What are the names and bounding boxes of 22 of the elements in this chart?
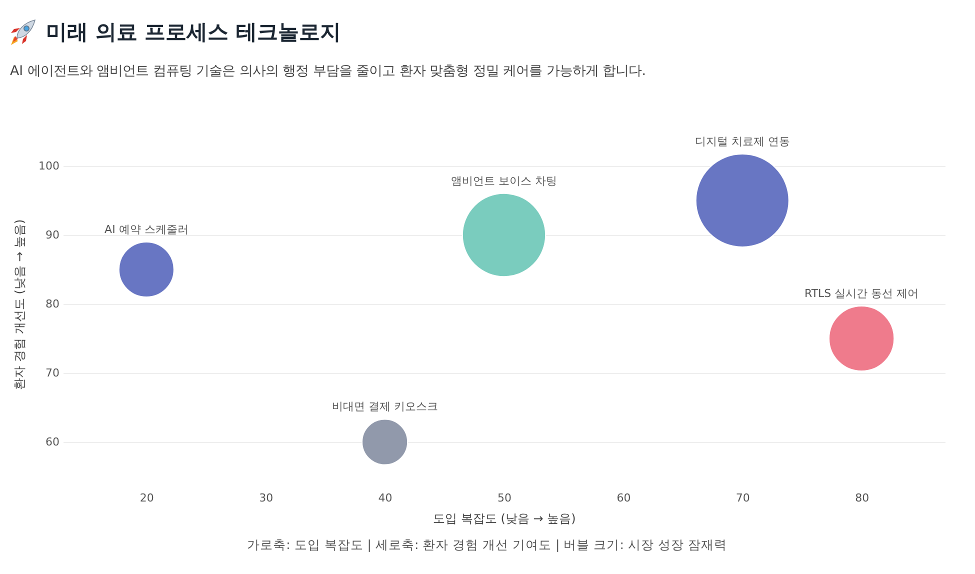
x-tick-label: 80 [855, 492, 870, 504]
series-label: 디지털 치료제 연동 [694, 135, 790, 148]
x-tick-label: 30 [259, 492, 274, 504]
text: 가로축: 도입 복잡도 | 세로축: 환자 경험 개선 기여도 | 버블 크기: 시장 성장 잠재력 [247, 537, 727, 554]
series-label: RTLS 실시간 동선 제어 [804, 286, 919, 300]
y-tick-label: 70 [46, 366, 60, 380]
y-tick-label: 90 [46, 228, 60, 242]
x-tick-label: 60 [616, 492, 631, 504]
chart-subtitle: AI 에이전트와 앰비언트 컴퓨팅 기술은 의사의 행정 부담을 줄이고 환자 맞춤형 정밀 케어를 가능하게 합니다. [10, 63, 646, 80]
x-tick-label: 70 [736, 492, 750, 504]
y-axis-title: 환자 경험 개선도 (낮음 → 높음) [12, 219, 27, 390]
series-label: 비대면 결제 키오스크 [332, 400, 438, 414]
y-tick-label: 100 [38, 160, 60, 172]
y-tick-label: 60 [46, 436, 60, 448]
series-label: AI 예약 스케줄러 [104, 222, 188, 236]
y-tick-label: 80 [46, 298, 60, 310]
x-axis-title: 도입 복잡도 (낮음 → 높음) [433, 512, 576, 526]
x-tick-label: 40 [378, 492, 392, 504]
x-tick-label: 20 [140, 492, 154, 504]
x-tick-label: 50 [498, 492, 512, 504]
chart-title: 미래 의료 프로세스 테크놀로지 [46, 19, 341, 46]
series-label: 앰비언트 보이스 차팅 [451, 174, 557, 188]
